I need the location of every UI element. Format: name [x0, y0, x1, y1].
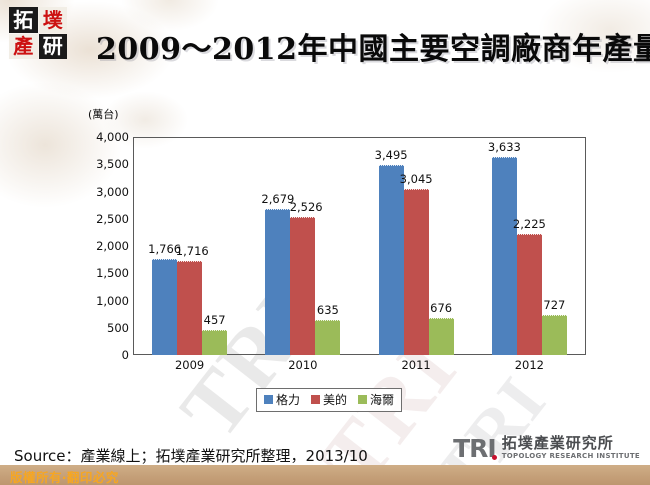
- legend-item-meidi[interactable]: 美的: [311, 391, 347, 408]
- bar-value-label: 3,633: [487, 140, 521, 155]
- tri-name-cn: 拓墣產業研究所: [501, 434, 614, 452]
- tri-mark-text: TRI: [453, 433, 497, 463]
- x-axis-label: 2012: [514, 358, 545, 372]
- tri-mark-label: TRI: [453, 433, 497, 463]
- y-axis-tick: 4,000: [96, 130, 129, 144]
- bar-group: 3,495 3,045 676: [360, 137, 473, 355]
- logo-char-1: 拓: [9, 7, 38, 33]
- bar-group: 2,679 2,526 635: [246, 137, 359, 355]
- y-axis-tick: 2,000: [96, 239, 129, 253]
- bar-fill: [315, 320, 341, 355]
- legend-item-geli[interactable]: 格力: [264, 391, 300, 408]
- axis-unit-label: (萬台): [88, 108, 119, 121]
- legend-swatch-icon: [311, 395, 321, 404]
- bar-value-label: 727: [543, 298, 566, 313]
- y-axis-tick: 3,000: [96, 184, 129, 199]
- source-note: Source：產業線上；拓墣產業研究所整理，2013/10: [14, 447, 368, 465]
- x-axis-labels: 2009 2010 2011 2012: [133, 358, 586, 376]
- tri-dot-icon: [491, 454, 497, 460]
- page-title: 2009～2012年中國主要空調廠商年產量: [96, 32, 650, 67]
- bar-fill: [541, 315, 567, 355]
- bar-fill: [428, 318, 454, 355]
- copyright-text: 版權所有‧翻印必究: [10, 470, 119, 485]
- bar-fill: [403, 189, 429, 355]
- bar-group: 1,766 1,716 457: [133, 137, 246, 355]
- legend-swatch-icon: [264, 395, 273, 404]
- bar-fill: [152, 258, 178, 355]
- bar-value-label: 3,495: [374, 147, 408, 162]
- legend-label: 格力: [276, 393, 301, 407]
- x-axis-label: 2009: [174, 358, 205, 372]
- y-axis-ticks: 0 500 1,000 1,500 2,000 2,500 3,000 3,500 4,000: [86, 130, 586, 362]
- bar-value-label: 2,679: [261, 192, 295, 206]
- footer-bar: 版權所有‧翻印必究: [0, 465, 650, 485]
- chart-legend: 格力 美的 海爾: [256, 388, 403, 412]
- y-axis-tick: 1,000: [96, 293, 129, 308]
- bar-fill: [516, 233, 542, 355]
- legend-item-haier[interactable]: 海爾: [358, 391, 394, 408]
- y-axis-tick: 2,500: [96, 211, 129, 226]
- tri-name-en: TOPOLOGY RESEARCH INSTITUTE: [501, 452, 640, 460]
- y-axis-tick: 3,500: [96, 157, 129, 172]
- legend-label: 美的: [323, 393, 348, 407]
- bar-value-label: 2,526: [289, 200, 323, 215]
- x-axis-label: 2010: [288, 358, 318, 372]
- bar-group: 3,633 2,225 727: [473, 137, 586, 355]
- tuopu-logo: 拓 墣 產 研: [9, 7, 67, 59]
- legend-label: 海爾: [370, 393, 395, 407]
- tri-brand-logo: TRI 拓墣產業研究所 TOPOLOGY RESEARCH INSTITUTE: [453, 433, 640, 463]
- y-axis-tick: 500: [107, 320, 129, 335]
- logo-char-3: 產: [9, 33, 38, 59]
- bar-fill: [491, 157, 517, 355]
- bar-groups: 1,766 1,716 457 2,679 2,526 635 3,495 3,045 676 3…: [133, 137, 586, 355]
- bar-fill: [265, 209, 291, 355]
- bar-value-label: 3,045: [399, 172, 433, 187]
- bar-value-label: 2,225: [512, 216, 546, 231]
- y-axis-tick: 1,500: [96, 266, 129, 281]
- tri-brand-names: 拓墣產業研究所 TOPOLOGY RESEARCH INSTITUTE: [502, 436, 640, 460]
- bar-fill: [378, 164, 404, 355]
- legend-swatch-icon: [358, 395, 368, 404]
- bar-value-label: 457: [203, 313, 226, 328]
- logo-char-4: 研: [38, 33, 67, 59]
- bar-value-label: 1,716: [175, 244, 209, 259]
- bar-value-label: 1,766: [148, 241, 182, 256]
- y-axis-tick: 0: [121, 348, 129, 362]
- bar-fill: [290, 217, 316, 355]
- logo-char-2: 墣: [38, 7, 67, 33]
- bar-fill: [177, 261, 203, 355]
- plot-area: [133, 137, 586, 355]
- bar-fill: [202, 330, 228, 355]
- bar-value-label: 635: [316, 303, 339, 318]
- bar-value-label: 676: [430, 301, 453, 316]
- bar-chart: (萬台) 0 500 1,000 1,500 2,000 2,500 3,000 3,500 4…: [86, 106, 586, 421]
- x-axis-label: 2011: [401, 358, 431, 372]
